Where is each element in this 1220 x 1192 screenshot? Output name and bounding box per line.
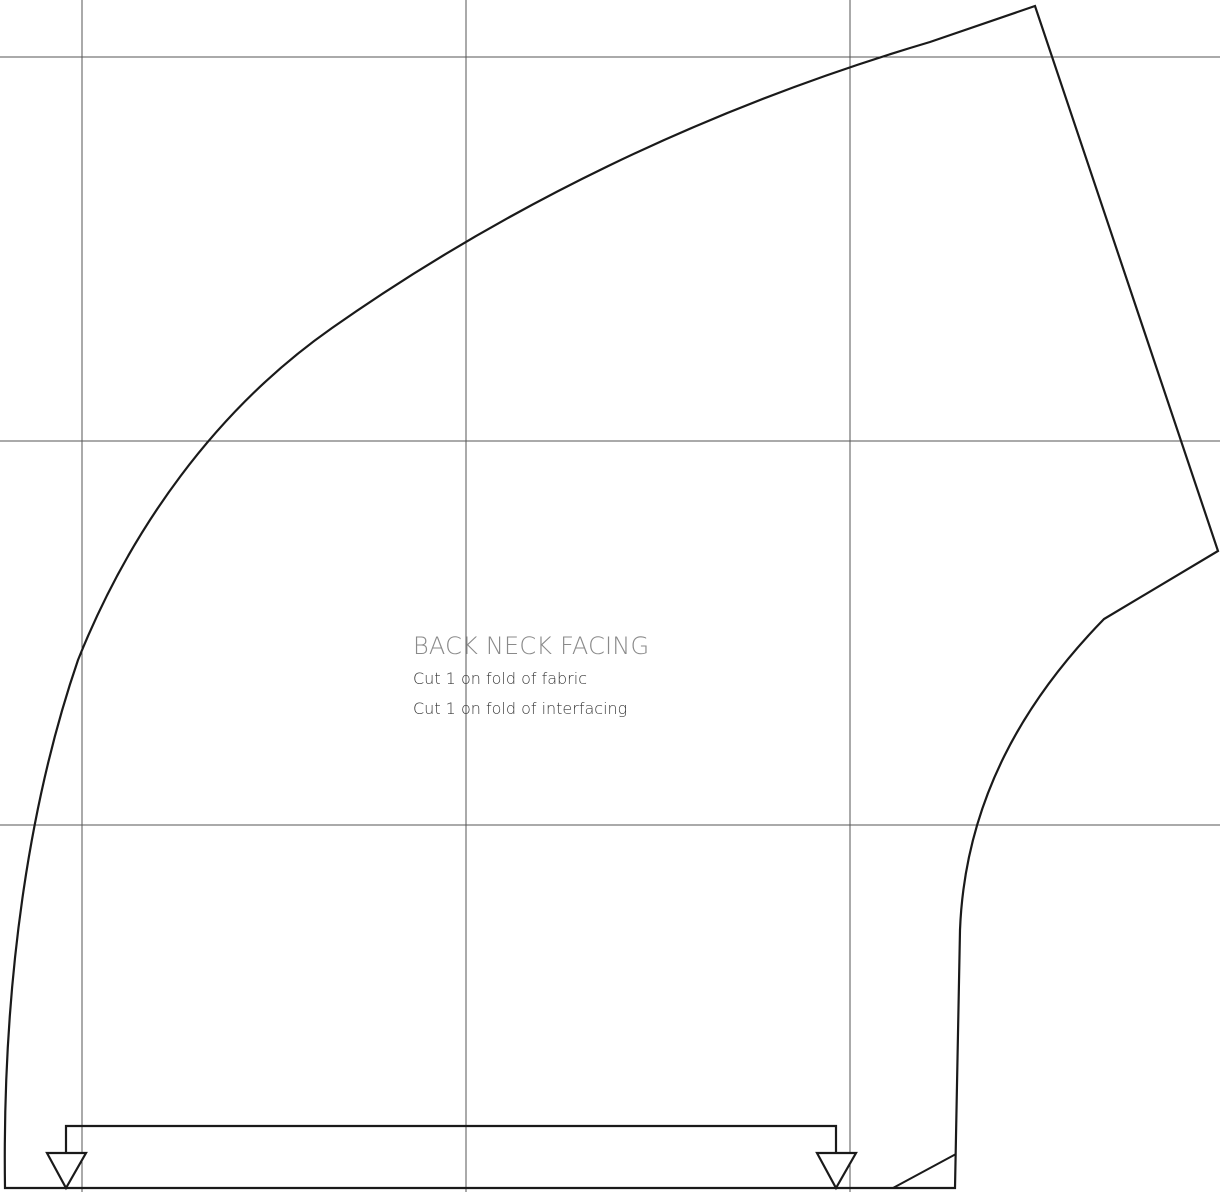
place-on-fold-bracket bbox=[45, 1124, 858, 1191]
cutting-instruction-interfacing: Cut 1 on fold of interfacing bbox=[413, 699, 628, 718]
piece-title: BACK NECK FACING bbox=[413, 632, 650, 660]
pattern-piece-label: BACK NECK FACING Cut 1 on fold of fabric… bbox=[413, 628, 649, 724]
fold-bracket-line bbox=[64, 1124, 838, 1153]
fold-arrow-right-icon bbox=[815, 1151, 858, 1191]
fold-arrow-left-icon bbox=[45, 1151, 88, 1191]
pattern-piece-outline bbox=[3, 4, 1220, 1190]
corner-notch bbox=[892, 1153, 957, 1189]
cutting-instruction-fabric: Cut 1 on fold of fabric bbox=[413, 669, 587, 688]
